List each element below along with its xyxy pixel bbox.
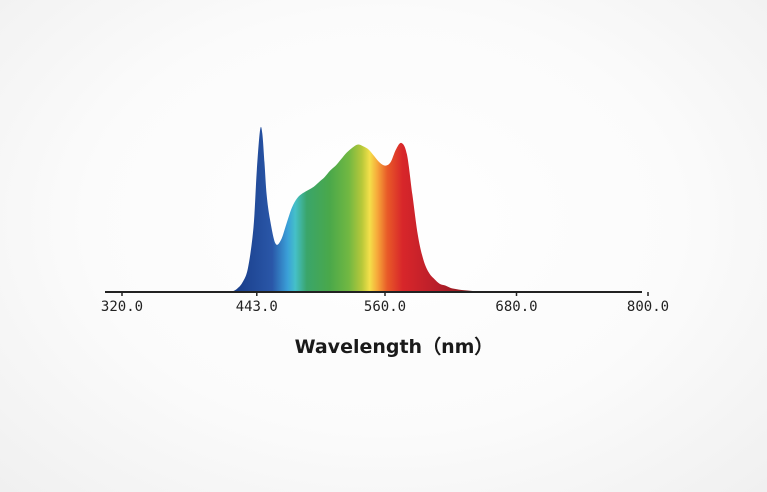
x-tick-label: 560.0 [364,299,406,315]
x-tick-label: 680.0 [495,299,537,315]
x-tick-label: 320.0 [101,299,143,315]
spectrum-area [231,126,539,292]
x-tick-label: 443.0 [236,299,278,315]
x-axis-title: Wavelength（nm） [295,335,494,358]
x-tick-label: 800.0 [627,299,669,315]
x-axis: 320.0 443.0 560.0 680.0 800.0 [101,291,669,315]
